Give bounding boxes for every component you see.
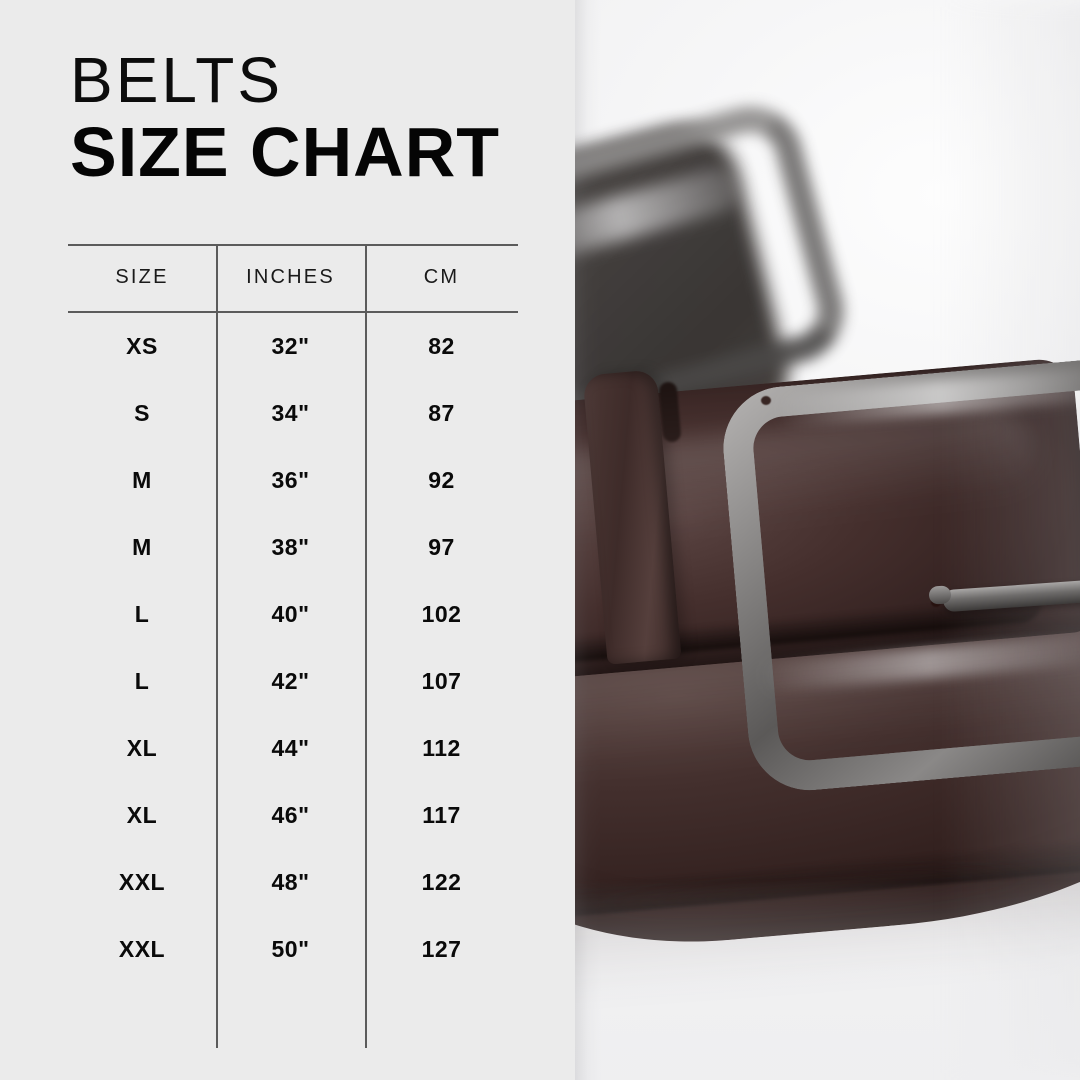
- cell-cm: 87: [428, 400, 455, 426]
- cell-size: XXL: [118, 869, 166, 895]
- cell-size: M: [132, 467, 152, 493]
- cell-cm: 127: [421, 936, 462, 962]
- table-rule-top: [68, 244, 518, 246]
- product-photo: [575, 0, 1080, 1080]
- title-line-belts: BELTS: [70, 44, 283, 116]
- table-header-row: SIZE INCHES CM: [68, 244, 518, 311]
- cell-inches: 32": [271, 333, 310, 359]
- cell-cm: 102: [421, 601, 462, 627]
- cell-inches: 46": [271, 802, 310, 828]
- table-divider-inches-cm: [365, 244, 367, 1048]
- table-row: XL 44" 112: [68, 715, 518, 782]
- cell-cm: 82: [428, 333, 455, 359]
- table-rule-header-bottom: [68, 311, 518, 313]
- panel-seam-shadow: [575, 0, 601, 1080]
- column-header-size: SIZE: [115, 266, 169, 288]
- column-header-inches: INCHES: [246, 266, 335, 288]
- cell-inches: 48": [271, 869, 310, 895]
- table-body: XS 32" 82 S 34" 87 M 36" 92 M 38": [68, 313, 518, 983]
- cell-inches: 50": [271, 936, 310, 962]
- table-row: XL 46" 117: [68, 782, 518, 849]
- cell-size: XL: [126, 802, 158, 828]
- table-row: M 38" 97: [68, 514, 518, 581]
- page-title: BELTS SIZE CHART: [70, 46, 540, 190]
- cell-size: L: [134, 668, 150, 694]
- cell-inches: 40": [271, 601, 310, 627]
- table-divider-size-inches: [216, 244, 218, 1048]
- belt-buckle-frame-icon: [718, 353, 1080, 796]
- title-line-size-chart: SIZE CHART: [70, 113, 500, 191]
- cell-cm: 112: [422, 735, 461, 761]
- photo-bottom-wash: [575, 880, 1080, 1080]
- cell-cm: 97: [428, 534, 455, 560]
- cell-size: XS: [126, 333, 158, 359]
- column-header-cm: CM: [423, 266, 460, 288]
- cell-cm: 92: [428, 467, 455, 493]
- table-row: S 34" 87: [68, 380, 518, 447]
- table-row: XXL 50" 127: [68, 916, 518, 983]
- cell-inches: 42": [271, 668, 310, 694]
- table-row: XXL 48" 122: [68, 849, 518, 916]
- table-row: M 36" 92: [68, 447, 518, 514]
- cell-size: XL: [126, 735, 158, 761]
- cell-size: XXL: [118, 936, 166, 962]
- cell-size: L: [134, 601, 150, 627]
- table-row: XS 32" 82: [68, 313, 518, 380]
- cell-cm: 117: [422, 802, 461, 828]
- cell-inches: 34": [271, 400, 310, 426]
- photo-inner: [575, 0, 1080, 1080]
- info-panel: BELTS SIZE CHART SIZE INCHES CM XS 32" 8…: [0, 0, 575, 1080]
- cell-cm: 122: [421, 869, 462, 895]
- cell-cm: 107: [421, 668, 462, 694]
- cell-inches: 38": [271, 534, 310, 560]
- cell-inches: 36": [271, 467, 310, 493]
- table-row: L 40" 102: [68, 581, 518, 648]
- belt-hole-upper: [761, 396, 771, 405]
- cell-size: S: [134, 400, 150, 426]
- cell-inches: 44": [271, 735, 310, 761]
- table-row: L 42" 107: [68, 648, 518, 715]
- cell-size: M: [132, 534, 152, 560]
